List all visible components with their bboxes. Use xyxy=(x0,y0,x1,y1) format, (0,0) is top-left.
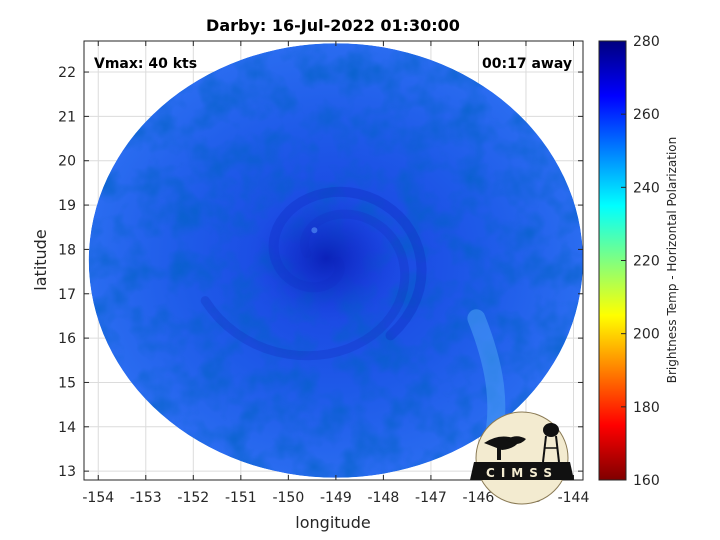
colorbar-tick-label-6: 280 xyxy=(633,34,660,50)
cimss-logo: CIMSS xyxy=(470,411,574,505)
y-tick-label-3: 16 xyxy=(58,331,76,347)
x-axis-label: longitude xyxy=(295,513,370,532)
y-tick-label-6: 19 xyxy=(58,198,76,214)
colorbar-tick-label-4: 240 xyxy=(633,180,660,196)
colorbar-tick-label-2: 200 xyxy=(633,327,660,343)
y-tick-label-8: 21 xyxy=(58,109,76,125)
x-tick-label-6: -148 xyxy=(368,490,400,506)
logo-text: CIMSS xyxy=(486,466,558,480)
y-tick-label-2: 15 xyxy=(58,375,76,391)
y-tick-label-0: 13 xyxy=(58,464,76,480)
logo-water-tower-tank xyxy=(543,423,559,437)
y-axis-ticks: 13 14 15 16 17 18 19 20 21 22 xyxy=(58,65,583,480)
y-axis-label: latitude xyxy=(31,229,50,290)
x-tick-label-2: -152 xyxy=(177,490,209,506)
time-offset-label: 00:17 away xyxy=(482,56,572,72)
colorbar-tick-label-1: 180 xyxy=(633,400,660,416)
x-tick-label-4: -150 xyxy=(272,490,304,506)
logo-dish-small xyxy=(506,436,526,444)
x-tick-label-10: -144 xyxy=(558,490,590,506)
logo-banner xyxy=(470,462,574,480)
colorbar-ticks: 160 180 200 220 240 260 280 xyxy=(621,34,660,489)
swath-layer xyxy=(88,43,583,478)
storm-eye xyxy=(311,227,318,234)
y-tick-label-7: 20 xyxy=(58,154,76,170)
colorbar-tick-label-5: 260 xyxy=(633,107,660,123)
storm-core xyxy=(251,193,402,324)
x-tick-label-1: -153 xyxy=(130,490,162,506)
x-tick-label-0: -154 xyxy=(82,490,114,506)
logo-disc xyxy=(475,411,569,505)
logo-dish-mount xyxy=(497,448,501,460)
y-tick-label-9: 22 xyxy=(58,65,76,81)
figure-title: Darby: 16-Jul-2022 01:30:00 xyxy=(206,16,460,35)
y-tick-label-5: 18 xyxy=(58,242,76,258)
colorbar-tick-label-0: 160 xyxy=(633,473,660,489)
y-tick-label-4: 17 xyxy=(58,287,76,303)
x-tick-label-3: -151 xyxy=(225,490,257,506)
colorbar-tick-label-3: 220 xyxy=(633,254,660,270)
vmax-label: Vmax: 40 kts xyxy=(94,56,197,72)
plot-frame xyxy=(83,40,584,481)
colorbar-label: Brightness Temp - Horizontal Polarizatio… xyxy=(665,137,679,384)
x-tick-label-7: -147 xyxy=(415,490,447,506)
y-tick-label-1: 14 xyxy=(58,420,76,436)
x-tick-label-8: -146 xyxy=(463,490,495,506)
x-tick-label-5: -149 xyxy=(320,490,352,506)
